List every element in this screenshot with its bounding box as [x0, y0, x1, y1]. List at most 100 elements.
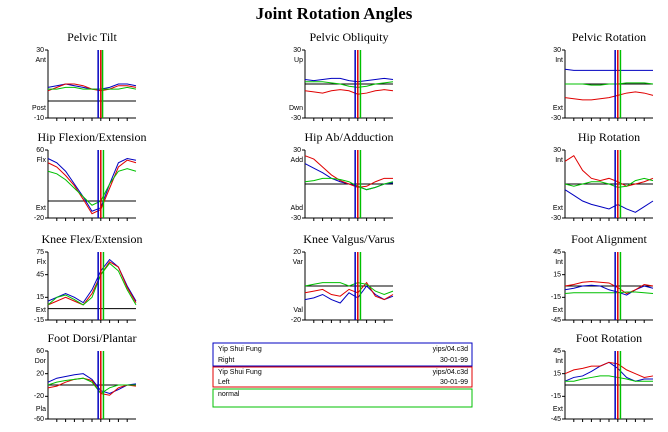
legend-name: normal: [218, 391, 240, 398]
y-tick-label: 30: [293, 47, 301, 54]
series-line: [47, 157, 137, 212]
y-tick-label: 30: [553, 147, 561, 154]
series-line: [304, 282, 394, 296]
y-tick-label: 30: [553, 47, 561, 54]
legend-side: Left: [218, 379, 230, 386]
y-tick-label: -15: [34, 317, 44, 324]
panel-title: Hip Rotation: [578, 130, 640, 144]
y-top-label: Flx: [37, 157, 47, 164]
y-top-label: Int: [555, 157, 563, 164]
y-tick-label: -45: [551, 317, 561, 324]
panel-title: Hip Flexion/Extension: [38, 130, 147, 144]
series-line: [564, 189, 654, 213]
y-bottom-label: Abd: [291, 205, 304, 212]
panel-title: Pelvic Obliquity: [310, 30, 389, 44]
legend-date: 30-01-99: [440, 379, 468, 386]
panel-title: Pelvic Tilt: [67, 30, 117, 44]
y-tick-label: 75: [36, 249, 44, 256]
series-line: [564, 68, 653, 71]
y-tick-label: 20: [293, 249, 301, 256]
series-line: [564, 291, 654, 295]
panel-title: Foot Alignment: [571, 232, 647, 246]
legend-name: Yip Shui Fung: [218, 346, 262, 353]
y-bottom-label: Ext: [36, 205, 46, 212]
y-top-label: Int: [555, 358, 563, 365]
y-bottom-label: Ext: [553, 105, 563, 112]
series-line: [305, 81, 394, 88]
y-tick-label: 60: [36, 147, 44, 154]
panel-title: Knee Flex/Extension: [42, 232, 143, 246]
y-bottom-label: Post: [32, 105, 46, 112]
panel-title: Knee Valgus/Varus: [303, 232, 395, 246]
series-line: [564, 280, 654, 295]
series-line: [304, 285, 394, 304]
legend-file: yips/04.c3d: [433, 369, 469, 376]
y-tick-label: -30: [291, 115, 301, 122]
y-bottom-label: Ext: [553, 205, 563, 212]
y-top-label: Ant: [35, 57, 46, 64]
y-tick-label: 45: [36, 272, 44, 279]
series-line: [47, 377, 137, 396]
series-line: [564, 91, 654, 101]
legend: Yip Shui Fung yips/04.c3d Right 30-01-99…: [212, 342, 473, 408]
y-tick-label: -10: [34, 115, 44, 122]
y-top-label: Dor: [35, 358, 47, 365]
panel-title: Hip Ab/Adduction: [305, 130, 394, 144]
legend-name: Yip Shui Fung: [218, 369, 262, 376]
y-tick-label: -30: [291, 215, 301, 222]
legend-box-normal: [212, 388, 473, 408]
series-line: [47, 262, 137, 306]
series-line: [564, 154, 654, 187]
y-tick-label: -20: [34, 215, 44, 222]
y-tick-label: -30: [551, 115, 561, 122]
y-bottom-label: Dwn: [289, 105, 303, 112]
legend-file: yips/04.c3d: [433, 346, 469, 353]
legend-date: 30-01-99: [440, 357, 468, 364]
legend-box-right: [212, 342, 473, 367]
series-line: [47, 377, 136, 395]
y-top-label: Var: [293, 259, 304, 266]
y-tick-label: 45: [553, 348, 561, 355]
y-bottom-label: Val: [293, 307, 303, 314]
series-line: [564, 177, 654, 188]
y-tick-label: -45: [551, 416, 561, 423]
y-top-label: Int: [555, 259, 563, 266]
panel-title: Pelvic Rotation: [572, 30, 646, 44]
series-line: [565, 82, 654, 86]
panel-title: Foot Dorsi/Plantar: [48, 331, 137, 345]
y-tick-label: -15: [551, 393, 561, 400]
series-line: [47, 159, 137, 215]
y-top-label: Add: [291, 157, 304, 164]
series-line: [47, 261, 137, 306]
y-tick-label: -20: [34, 393, 44, 400]
page-title: Joint Rotation Angles: [256, 4, 413, 23]
y-top-label: Up: [294, 57, 303, 64]
y-top-label: Int: [555, 57, 563, 64]
y-bottom-label: Pla: [36, 406, 46, 413]
series-line: [47, 168, 137, 206]
legend-box-left: [212, 366, 473, 388]
series-line: [565, 375, 653, 382]
y-tick-label: -30: [551, 215, 561, 222]
series-line: [304, 177, 394, 191]
legend-side: Right: [218, 357, 234, 364]
y-tick-label: -20: [291, 317, 301, 324]
y-bottom-label: Ext: [553, 406, 563, 413]
series-line: [48, 86, 137, 90]
y-tick-label: 45: [553, 249, 561, 256]
y-bottom-label: Ext: [36, 307, 46, 314]
series-line: [304, 89, 394, 95]
y-tick-label: -15: [551, 294, 561, 301]
series-line: [47, 373, 137, 395]
series-line: [304, 155, 393, 188]
y-tick-label: 20: [36, 371, 44, 378]
y-tick-label: 15: [553, 371, 561, 378]
series-line: [304, 77, 394, 83]
y-tick-label: -60: [34, 416, 44, 423]
y-bottom-label: Ext: [553, 307, 563, 314]
y-top-label: Flx: [37, 259, 47, 266]
y-tick-label: 60: [36, 348, 44, 355]
panel-title: Foot Rotation: [576, 331, 642, 345]
y-tick-label: 30: [36, 47, 44, 54]
